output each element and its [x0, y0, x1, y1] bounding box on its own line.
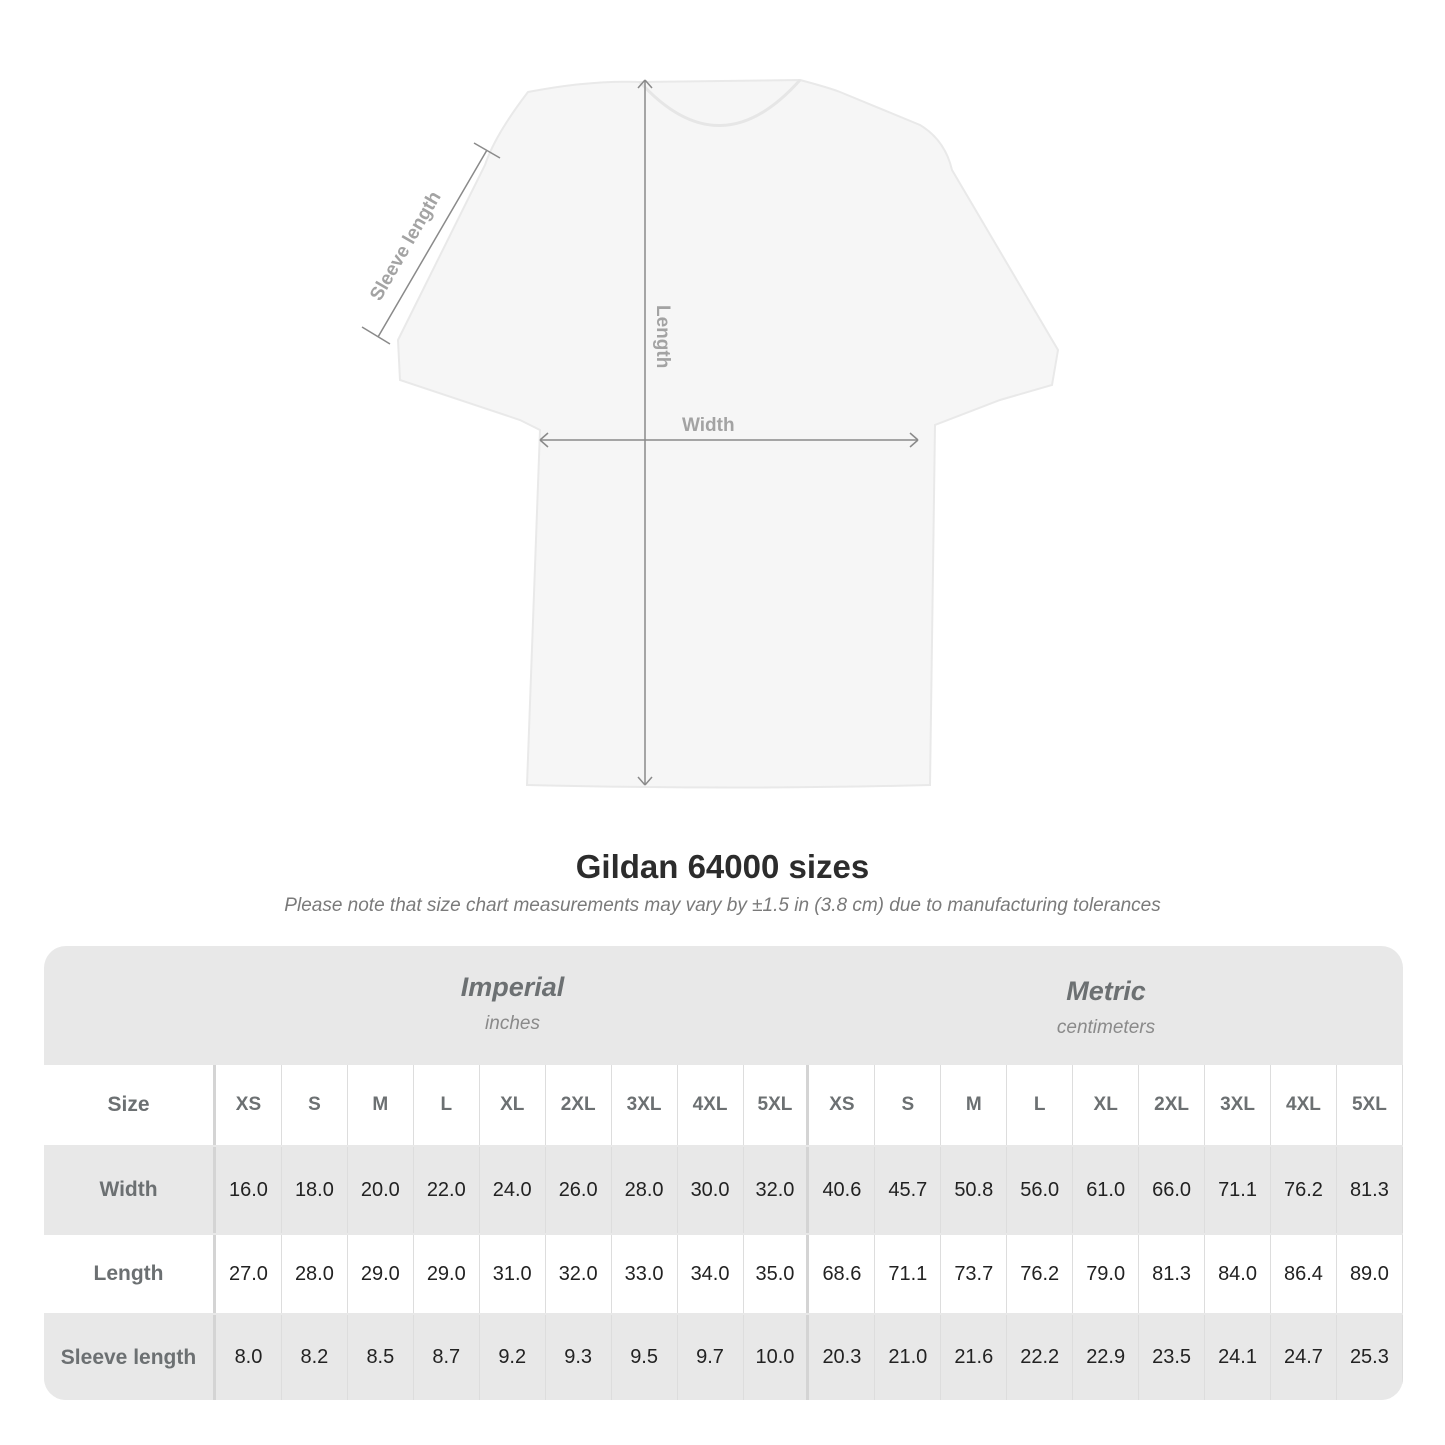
cell-imperial: 27.0 [216, 1235, 282, 1313]
cell-metric: 71.1 [1205, 1147, 1271, 1233]
cell-imperial: 24.0 [480, 1147, 546, 1233]
cell-imperial: 26.0 [546, 1147, 612, 1233]
cell-metric: 66.0 [1139, 1147, 1206, 1233]
cell-imperial: 9.3 [546, 1315, 612, 1400]
size-header-imperial: XS [216, 1065, 282, 1145]
row-label: Sleeve length [44, 1315, 216, 1400]
cell-imperial: 35.0 [744, 1235, 810, 1313]
tshirt-shape [396, 78, 1060, 789]
cell-imperial: 9.2 [480, 1315, 546, 1400]
cell-metric: 24.1 [1205, 1315, 1271, 1400]
metric-title: Metric [1066, 976, 1146, 1006]
cell-metric: 45.7 [875, 1147, 942, 1233]
cell-imperial: 32.0 [744, 1147, 810, 1233]
cell-imperial: 30.0 [678, 1147, 744, 1233]
cell-metric: 22.9 [1073, 1315, 1140, 1400]
cell-metric: 73.7 [941, 1235, 1008, 1313]
cell-imperial: 31.0 [480, 1235, 546, 1313]
cell-metric: 24.7 [1271, 1315, 1337, 1400]
cell-metric: 21.0 [875, 1315, 942, 1400]
metric-unit: centimeters [1056, 1017, 1156, 1038]
cell-imperial: 8.7 [414, 1315, 480, 1400]
size-header-metric: XL [1073, 1065, 1140, 1145]
size-header-metric: L [1007, 1065, 1074, 1145]
row-label: Width [44, 1147, 216, 1233]
cell-imperial: 28.0 [612, 1147, 678, 1233]
cell-metric: 56.0 [1007, 1147, 1074, 1233]
cell-metric: 89.0 [1337, 1235, 1403, 1313]
size-header-imperial: XL [480, 1065, 546, 1145]
cell-imperial: 16.0 [216, 1147, 282, 1233]
metric-header: Metric centimeters [809, 946, 1403, 1064]
size-header-imperial: 4XL [678, 1065, 744, 1145]
size-header-imperial: S [282, 1065, 348, 1145]
size-header-imperial: M [348, 1065, 414, 1145]
length-label: Length [652, 305, 673, 368]
size-header-row: Size XS S M L XL 2XL 3XL 4XL 5XL XS S M L XL 2XL 3XL 4XL 5… [44, 1065, 1403, 1145]
cell-metric: 40.6 [809, 1147, 876, 1233]
cell-metric: 21.6 [941, 1315, 1008, 1400]
cell-imperial: 8.2 [282, 1315, 348, 1400]
row-label: Size [44, 1065, 216, 1145]
cell-imperial: 8.5 [348, 1315, 414, 1400]
cell-imperial: 9.5 [612, 1315, 678, 1400]
cell-metric: 76.2 [1007, 1235, 1074, 1313]
size-header-imperial: 3XL [612, 1065, 678, 1145]
cell-imperial: 22.0 [414, 1147, 480, 1233]
size-header-imperial: 2XL [546, 1065, 612, 1145]
tolerance-note: Please note that size chart measurements… [284, 895, 1161, 916]
cell-metric: 76.2 [1271, 1147, 1337, 1233]
cell-imperial: 9.7 [678, 1315, 744, 1400]
cell-metric: 25.3 [1337, 1315, 1403, 1400]
cell-metric: 79.0 [1073, 1235, 1140, 1313]
cell-imperial: 10.0 [744, 1315, 810, 1400]
cell-metric: 61.0 [1073, 1147, 1140, 1233]
table-row: Width 16.0 18.0 20.0 22.0 24.0 26.0 28.0 30.0 32.… [44, 1147, 1403, 1233]
cell-imperial: 29.0 [348, 1235, 414, 1313]
size-header-metric: 5XL [1337, 1065, 1403, 1145]
table-row: Sleeve length 8.0 8.2 8.5 8.7 9.2 9.3 9.5 9.7 10.… [44, 1315, 1403, 1400]
cell-imperial: 32.0 [546, 1235, 612, 1313]
cell-metric: 81.3 [1337, 1147, 1403, 1233]
cell-imperial: 34.0 [678, 1235, 744, 1313]
cell-imperial: 20.0 [348, 1147, 414, 1233]
size-header-metric: 3XL [1205, 1065, 1271, 1145]
size-header-metric: M [941, 1065, 1008, 1145]
size-header-metric: 4XL [1271, 1065, 1337, 1145]
cell-metric: 23.5 [1139, 1315, 1206, 1400]
size-header-metric: XS [809, 1065, 876, 1145]
cell-metric: 22.2 [1007, 1315, 1074, 1400]
cell-imperial: 29.0 [414, 1235, 480, 1313]
cell-metric: 84.0 [1205, 1235, 1271, 1313]
cell-imperial: 28.0 [282, 1235, 348, 1313]
imperial-header: Imperial inches [216, 946, 809, 1064]
table-row: Length 27.0 28.0 29.0 29.0 31.0 32.0 33.0 34.0 35… [44, 1235, 1403, 1313]
cell-imperial: 33.0 [612, 1235, 678, 1313]
cell-metric: 71.1 [875, 1235, 942, 1313]
imperial-title: Imperial [460, 972, 565, 1002]
cell-metric: 20.3 [809, 1315, 876, 1400]
cell-metric: 86.4 [1271, 1235, 1337, 1313]
sleeve-arrow [377, 149, 488, 338]
cell-imperial: 8.0 [216, 1315, 282, 1400]
size-table: Imperial inches Metric centimeters Size X… [44, 946, 1403, 1400]
imperial-unit: inches [485, 1013, 540, 1034]
cell-imperial: 18.0 [282, 1147, 348, 1233]
size-header-imperial: L [414, 1065, 480, 1145]
size-header-metric: S [875, 1065, 942, 1145]
tshirt-diagram: Sleeve length Length Width [361, 78, 1060, 789]
row-label: Length [44, 1235, 216, 1313]
cell-metric: 68.6 [809, 1235, 876, 1313]
cell-metric: 81.3 [1139, 1235, 1206, 1313]
page-title: Gildan 64000 sizes [575, 848, 870, 885]
size-header-metric: 2XL [1139, 1065, 1206, 1145]
cell-metric: 50.8 [941, 1147, 1008, 1233]
width-label: Width [682, 415, 735, 436]
size-header-imperial: 5XL [744, 1065, 810, 1145]
